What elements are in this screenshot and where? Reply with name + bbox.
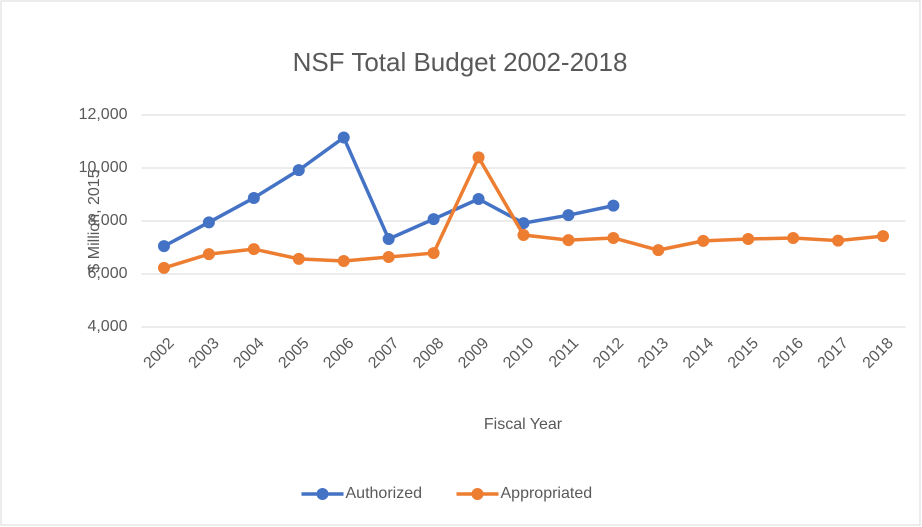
data-point [832,234,845,247]
data-point [292,252,305,265]
x-axis-label: Fiscal Year [484,416,563,433]
y-tick-label: 8,000 [87,212,127,229]
data-point [247,243,260,256]
y-tick-label: 10,000 [79,159,128,176]
data-point [157,240,170,253]
data-point [427,247,440,260]
data-point [157,261,170,274]
data-point [562,209,575,222]
data-point [877,230,890,243]
data-point [787,231,800,244]
data-point [202,248,215,261]
data-point [247,191,260,204]
y-tick-label: 4,000 [87,318,127,335]
data-point [427,213,440,226]
legend-label: Authorized [346,485,423,502]
data-point [472,151,485,164]
data-point [517,229,530,242]
data-point [562,234,575,247]
data-point [292,164,305,177]
data-point [382,251,395,264]
data-point [697,234,710,247]
data-point [382,233,395,246]
legend-marker [471,488,484,500]
data-point [742,233,755,246]
data-point [607,199,620,212]
data-point [517,217,530,230]
y-tick-label: 12,000 [79,106,128,123]
legend-label: Appropriated [501,485,593,502]
legend-marker [316,488,329,500]
data-point [472,193,485,206]
y-tick-label: 6,000 [87,265,127,282]
data-point [607,231,620,244]
data-point [337,255,350,268]
y-axis-label: $ Million, 2015 [86,169,103,272]
data-point [652,244,665,257]
data-point [337,131,350,144]
data-point [202,216,215,229]
chart-title: NSF Total Budget 2002-2018 [293,47,628,77]
